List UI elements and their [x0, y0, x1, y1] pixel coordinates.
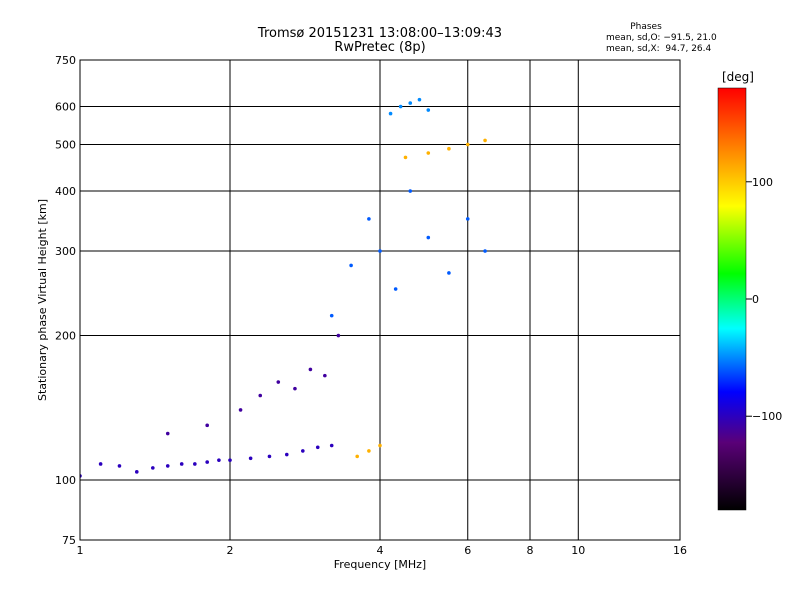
data-point [117, 464, 122, 468]
colorbar-ticks: 100 0 −100 [746, 176, 782, 423]
data-point [355, 454, 359, 459]
data-point [193, 462, 197, 466]
data-point [398, 104, 403, 109]
data-point [151, 466, 155, 470]
data-point [258, 393, 263, 398]
colorbar-unit-label: [deg] [722, 70, 754, 84]
data-point [483, 249, 487, 253]
data-point [179, 462, 184, 466]
data-point [238, 408, 243, 412]
data-point [426, 151, 431, 155]
data-point [284, 452, 289, 457]
y-tick-label: 200 [55, 330, 76, 343]
data-points [80, 97, 487, 478]
grid [80, 60, 680, 540]
data-point [205, 460, 209, 464]
y-tick-label: 100 [55, 474, 76, 487]
y-tick-label: 400 [55, 185, 76, 198]
phase-stats-title: Phases [630, 22, 662, 32]
data-point [447, 146, 451, 151]
colorbar-tick-label: 0 [752, 293, 759, 306]
phase-stats-o: mean, sd,O: −91.5, 21.0 [606, 33, 717, 43]
data-point [367, 449, 371, 453]
x-tick-label: 8 [527, 544, 534, 557]
colorbar-tick-label: −100 [752, 410, 782, 423]
colorbar-tick-label: 100 [752, 176, 773, 189]
data-point [217, 458, 221, 462]
data-point [228, 458, 232, 462]
data-point [349, 263, 353, 268]
x-tick-label: 4 [377, 544, 384, 557]
data-point [98, 462, 103, 466]
chart-subtitle: RwPretec (8p) [334, 40, 426, 55]
data-point [465, 142, 470, 147]
phase-stats-x: mean, sd,X: 94.7, 26.4 [606, 44, 712, 54]
data-point [329, 313, 334, 318]
y-tick-label: 600 [55, 101, 76, 114]
data-point [301, 449, 305, 453]
data-point [403, 155, 408, 160]
y-tick-label: 300 [55, 245, 76, 258]
data-point [205, 423, 209, 428]
data-point [426, 235, 431, 240]
data-point [134, 470, 139, 474]
y-axis-label: Stationary phase Virtual Height [km] [36, 199, 49, 401]
data-point [315, 445, 320, 450]
y-tick-label: 500 [55, 139, 76, 152]
x-tick-label: 16 [673, 544, 687, 557]
x-tick-label: 6 [464, 544, 471, 557]
data-point [276, 380, 281, 384]
data-point [323, 373, 327, 378]
data-point [367, 217, 371, 221]
data-point [447, 271, 451, 275]
data-point [378, 249, 382, 253]
data-point [267, 454, 272, 459]
data-point [408, 101, 413, 105]
plot-frame [79, 59, 681, 541]
data-point [293, 386, 297, 391]
data-point [378, 443, 382, 448]
y-tick-label: 750 [55, 54, 76, 67]
data-point [165, 464, 170, 468]
colorbar [717, 87, 747, 511]
data-point [336, 333, 341, 338]
chart-title: Tromsø 20151231 13:08:00–13:09:43 [257, 26, 503, 41]
y-tick-label: 75 [62, 534, 76, 547]
data-point [308, 367, 313, 372]
x-axis-label: Frequency [MHz] [334, 558, 426, 571]
data-point [426, 108, 431, 112]
axis-ticks: 1 2 4 6 8 10 16 75 100 200 300 400 500 600 750 [55, 54, 687, 557]
data-point [408, 189, 413, 193]
data-point [393, 287, 398, 291]
x-tick-label: 2 [227, 544, 234, 557]
data-point [465, 217, 470, 221]
data-point [165, 431, 170, 436]
x-tick-label: 10 [571, 544, 585, 557]
data-point [388, 111, 393, 116]
x-tick-label: 1 [77, 544, 84, 557]
data-point [329, 443, 334, 448]
data-point [417, 97, 422, 102]
data-point [248, 456, 253, 461]
data-point [483, 138, 487, 143]
